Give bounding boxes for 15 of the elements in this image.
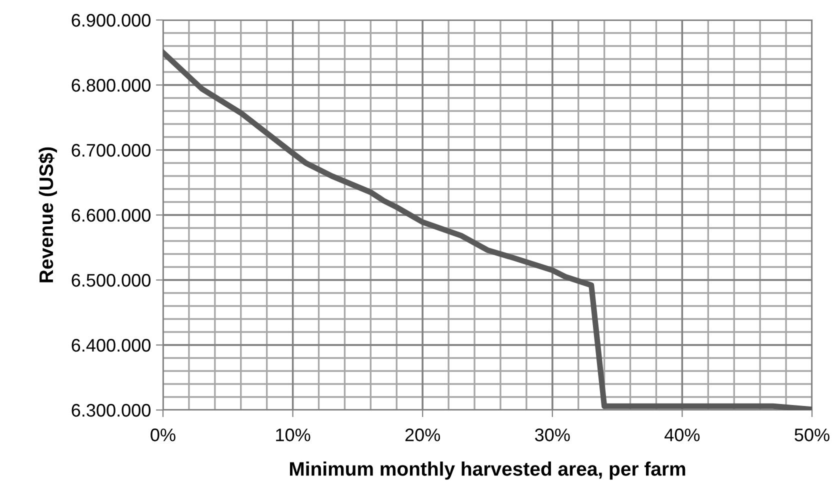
y-tick-label: 6.900.000	[72, 14, 150, 27]
x-tick-label: 10%	[276, 428, 310, 442]
x-tick-label: 40%	[664, 428, 700, 442]
y-tick-label: 6.800.000	[72, 78, 150, 92]
x-axis-title: Minimum monthly harvested area, per farm	[290, 462, 686, 480]
x-tick-label: 20%	[405, 428, 440, 442]
y-tick-label: 6.700.000	[72, 144, 150, 157]
y-tick-label: 6.500.000	[72, 274, 150, 287]
y-tick-label: 6.400.000	[72, 338, 150, 352]
y-tick-label: 6.600.000	[72, 208, 150, 222]
y-axis-title: Revenue (US$)	[38, 147, 57, 282]
x-tick-label: 0%	[150, 428, 176, 442]
x-tick-label: 30%	[535, 428, 570, 442]
y-tick-label: 6.300.000	[72, 404, 150, 417]
x-tick-label: 50%	[794, 428, 830, 442]
